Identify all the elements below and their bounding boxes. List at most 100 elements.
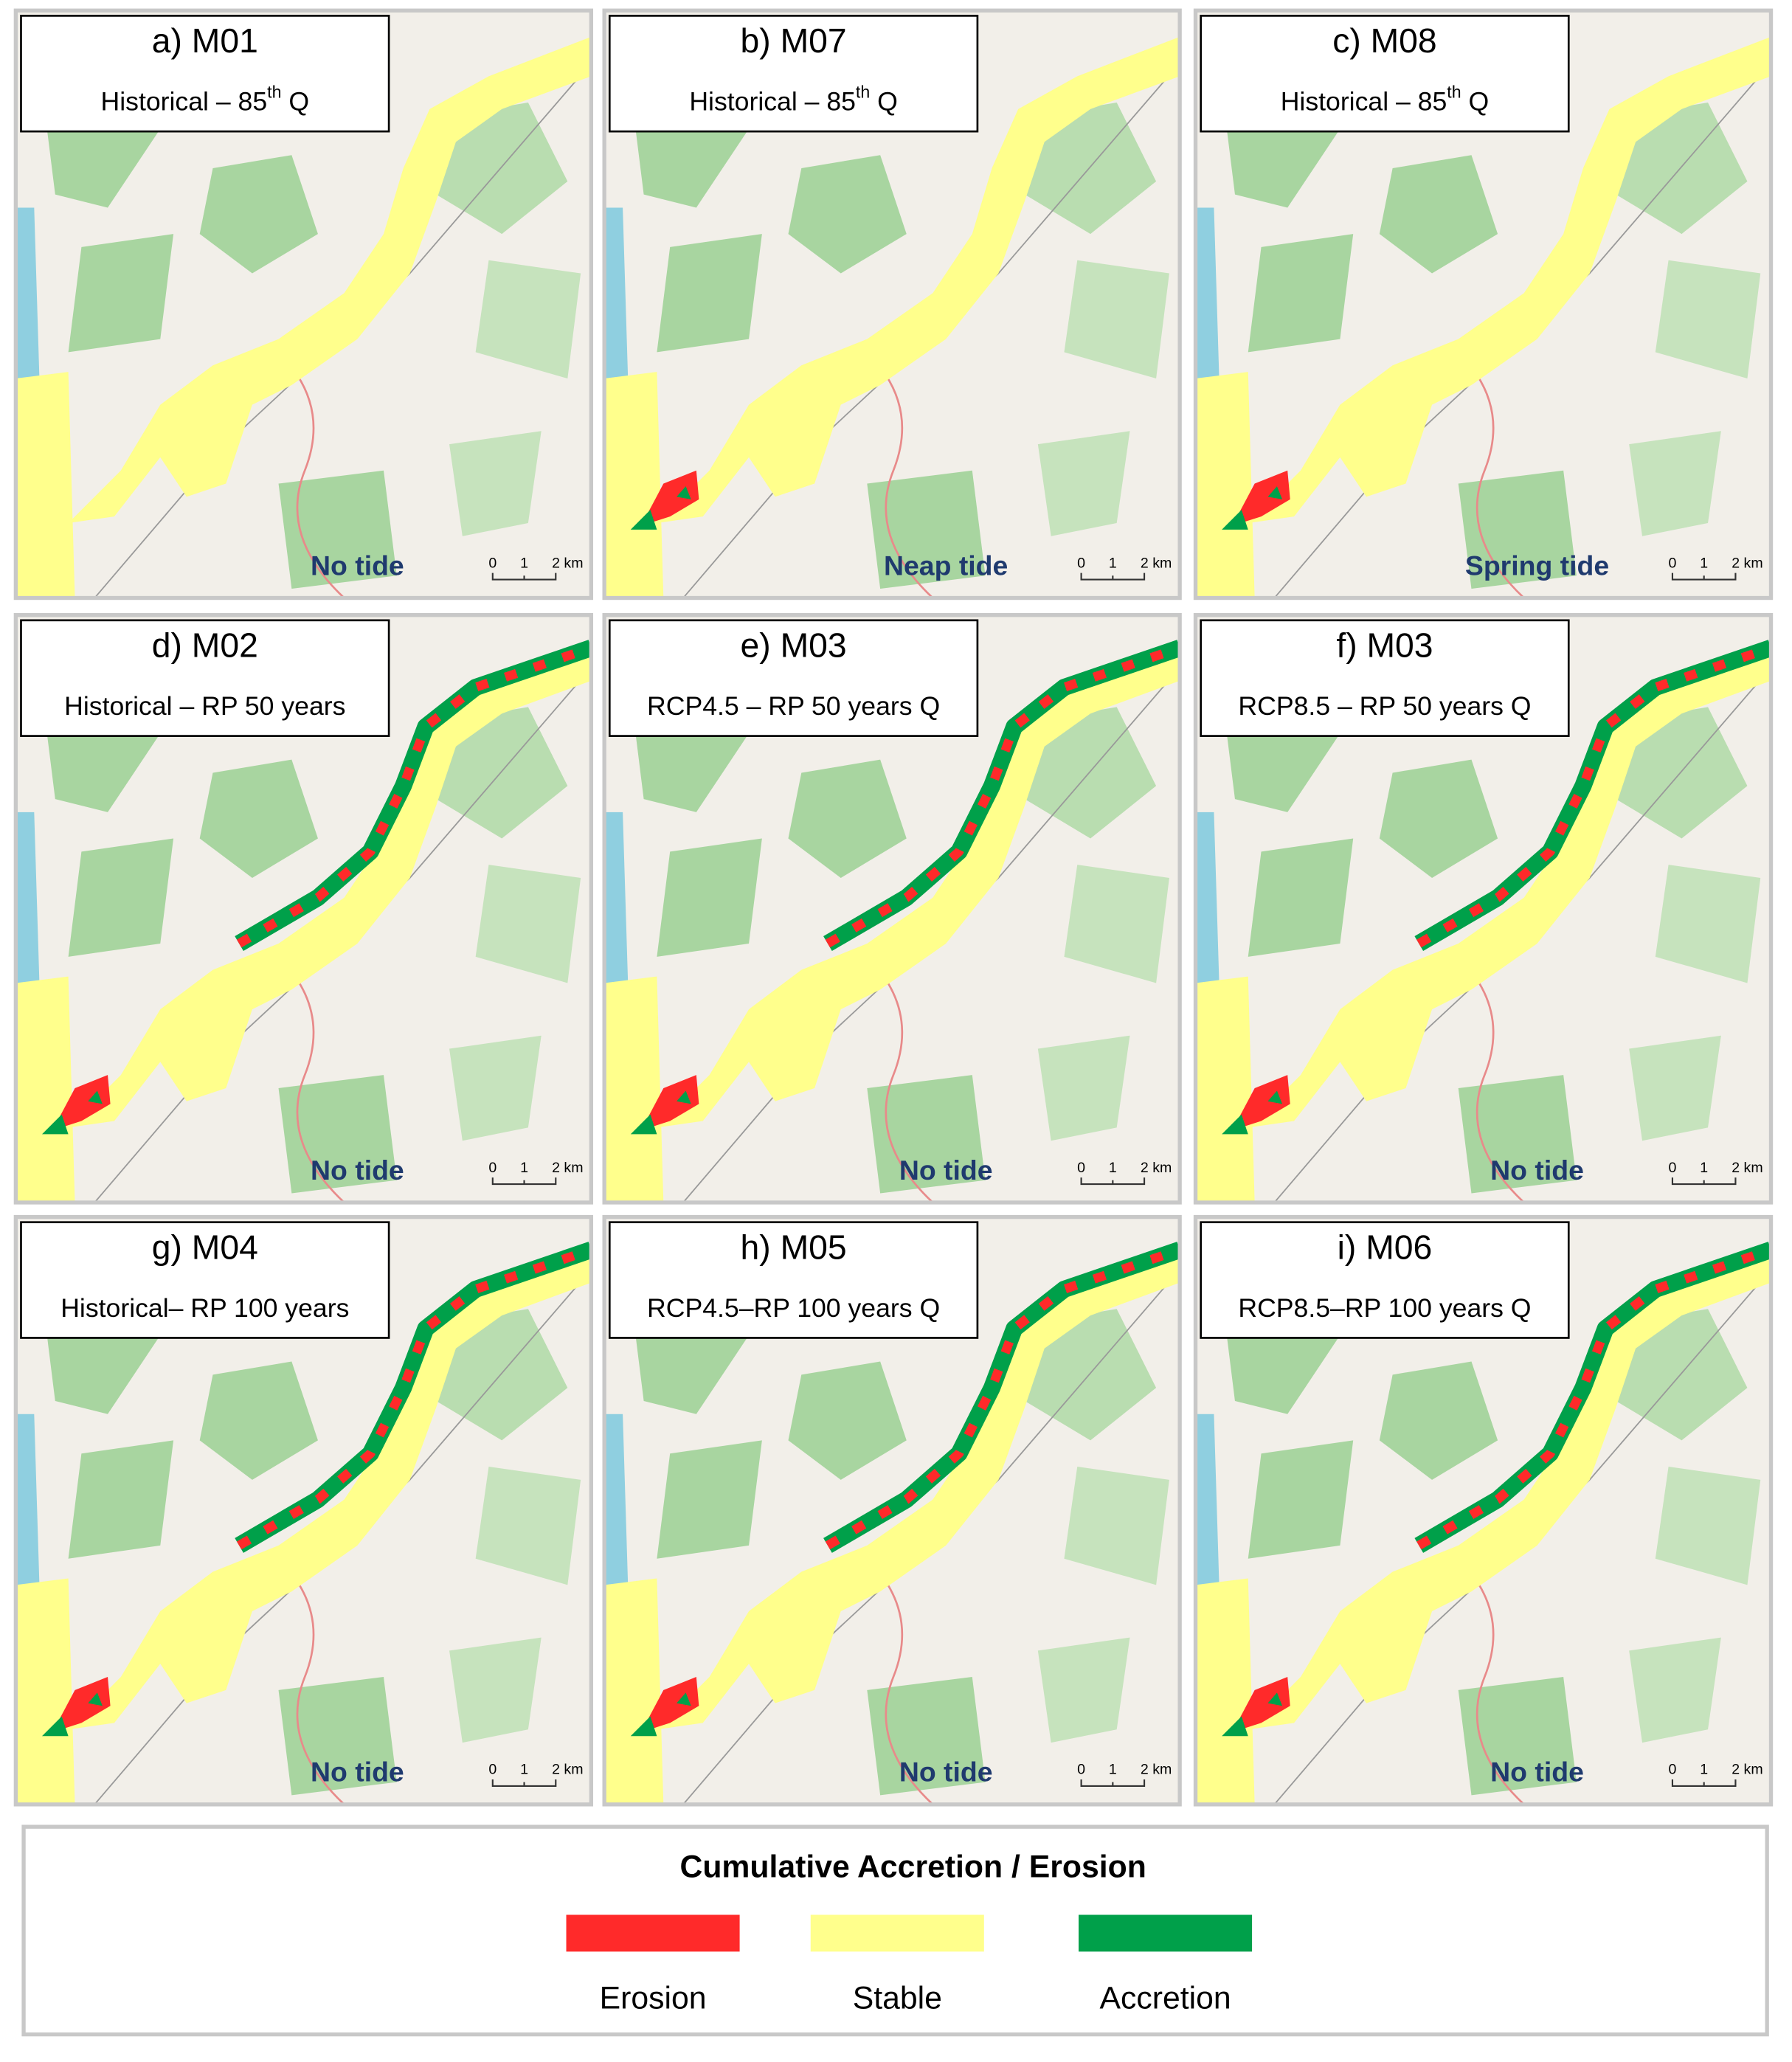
subtitle-text: RCP4.5–RP 100 years Q bbox=[647, 1293, 940, 1323]
panel-border bbox=[13, 1214, 594, 1807]
scale-label: 2 km bbox=[552, 555, 583, 571]
legend-swatch bbox=[810, 1914, 984, 1952]
scale-label: 0 bbox=[1669, 1762, 1677, 1778]
scale-bar bbox=[1671, 572, 1737, 581]
tide-label: No tide bbox=[1490, 1757, 1584, 1788]
panel-subtitle: RCP8.5–RP 100 years Q bbox=[1238, 1293, 1531, 1323]
legend-label: Accretion bbox=[1100, 1981, 1231, 2016]
subtitle-text: Historical – 85 bbox=[1281, 87, 1447, 117]
panel-border bbox=[602, 8, 1182, 601]
scale-label: 0 bbox=[1077, 555, 1085, 571]
scale-label: 1 bbox=[1700, 1160, 1708, 1176]
tide-label: No tide bbox=[899, 1757, 993, 1788]
map-panel: b) M07 Historical – 85th Q Neap tide 0 1 2 km bbox=[602, 8, 1182, 601]
map-panel: c) M08 Historical – 85th Q Spring tide 0 1 2 … bbox=[1193, 8, 1774, 601]
legend-title: Cumulative Accretion / Erosion bbox=[679, 1849, 1146, 1884]
panel-border bbox=[13, 613, 594, 1205]
legend-label: Erosion bbox=[600, 1981, 707, 2016]
panel-label: d) M02 bbox=[152, 626, 258, 664]
legend-swatch bbox=[566, 1914, 740, 1952]
panel-border bbox=[13, 8, 594, 601]
panel-subtitle: Historical – 85th Q bbox=[1281, 83, 1489, 117]
scale-label: 0 bbox=[1669, 1160, 1677, 1176]
map-panel: d) M02 Historical – RP 50 years No tide 0 1 2… bbox=[13, 613, 594, 1205]
scale-label: 1 bbox=[520, 1762, 528, 1778]
subtitle-text: RCP8.5–RP 100 years Q bbox=[1238, 1293, 1531, 1323]
legend-swatch bbox=[1079, 1914, 1253, 1952]
panel-subtitle: RCP8.5 – RP 50 years Q bbox=[1238, 692, 1531, 722]
subtitle-after: Q bbox=[870, 87, 898, 117]
scale-bar bbox=[1080, 1779, 1146, 1787]
panel-subtitle: Historical – 85th Q bbox=[101, 83, 309, 117]
panel-border bbox=[602, 1214, 1182, 1807]
subtitle-sup: th bbox=[267, 83, 281, 102]
scale-label: 2 km bbox=[1732, 555, 1762, 571]
scale-label: 2 km bbox=[1141, 555, 1172, 571]
tide-label: Neap tide bbox=[884, 550, 1008, 581]
panel-label: g) M04 bbox=[152, 1228, 258, 1266]
tide-label: No tide bbox=[311, 550, 404, 581]
scale-label: 2 km bbox=[552, 1762, 583, 1778]
scale-bar bbox=[491, 572, 557, 581]
scale-bar bbox=[1080, 572, 1146, 581]
scale-label: 0 bbox=[1077, 1160, 1085, 1176]
panel-border bbox=[1193, 613, 1774, 1205]
tide-label: No tide bbox=[311, 1757, 404, 1788]
title-box bbox=[608, 15, 979, 133]
scale-bar bbox=[1671, 1177, 1737, 1186]
subtitle-sup: th bbox=[1447, 83, 1461, 102]
subtitle-after: Q bbox=[281, 87, 309, 117]
tide-label: No tide bbox=[1490, 1155, 1584, 1186]
tide-label: No tide bbox=[899, 1155, 993, 1186]
scale-label: 2 km bbox=[1141, 1762, 1172, 1778]
scale-label: 2 km bbox=[1732, 1160, 1762, 1176]
scale-label: 0 bbox=[488, 555, 497, 571]
panel-label: f) M03 bbox=[1336, 626, 1433, 664]
subtitle-text: RCP4.5 – RP 50 years Q bbox=[647, 692, 940, 722]
panel-border bbox=[1193, 8, 1774, 601]
scale-label: 1 bbox=[1700, 555, 1708, 571]
panel-label: e) M03 bbox=[741, 626, 847, 664]
panel-label: a) M01 bbox=[152, 21, 258, 60]
map-panel: i) M06 RCP8.5–RP 100 years Q No tide 0 1 2 km bbox=[1193, 1214, 1774, 1807]
scale-bar bbox=[1080, 1177, 1146, 1186]
scale-label: 0 bbox=[488, 1160, 497, 1176]
subtitle-text: Historical – RP 50 years bbox=[64, 692, 345, 722]
map-panel: f) M03 RCP8.5 – RP 50 years Q No tide 0 1 2 k… bbox=[1193, 613, 1774, 1205]
subtitle-text: Historical– RP 100 years bbox=[60, 1293, 349, 1323]
title-box bbox=[20, 619, 390, 737]
map-panel: e) M03 RCP4.5 – RP 50 years Q No tide 0 1 2 k… bbox=[602, 613, 1182, 1205]
tide-label: No tide bbox=[311, 1155, 404, 1186]
title-box bbox=[1200, 15, 1570, 133]
subtitle-after: Q bbox=[1461, 87, 1490, 117]
panel-label: c) M08 bbox=[1332, 21, 1436, 60]
title-box bbox=[1200, 619, 1570, 737]
scale-label: 2 km bbox=[552, 1160, 583, 1176]
scale-label: 0 bbox=[1669, 555, 1677, 571]
title-box bbox=[20, 1221, 390, 1339]
tide-label: Spring tide bbox=[1465, 550, 1609, 581]
panel-subtitle: Historical – RP 50 years bbox=[64, 692, 345, 722]
scale-label: 1 bbox=[520, 555, 528, 571]
panel-subtitle: RCP4.5–RP 100 years Q bbox=[647, 1293, 940, 1323]
subtitle-sup: th bbox=[856, 83, 870, 102]
panel-label: b) M07 bbox=[741, 21, 847, 60]
subtitle-text: Historical – 85 bbox=[101, 87, 268, 117]
scale-bar bbox=[491, 1177, 557, 1186]
panel-label: i) M06 bbox=[1338, 1228, 1433, 1266]
title-box bbox=[608, 1221, 979, 1339]
panel-border bbox=[602, 613, 1182, 1205]
legend: Cumulative Accretion / Erosion Erosion Sta… bbox=[21, 1824, 1769, 2037]
map-panel: a) M01 Historical – 85th Q No tide 0 1 2 km bbox=[13, 8, 594, 601]
scale-label: 2 km bbox=[1732, 1762, 1762, 1778]
legend-label: Stable bbox=[853, 1981, 942, 2016]
scale-label: 1 bbox=[1109, 1762, 1117, 1778]
map-panel: h) M05 RCP4.5–RP 100 years Q No tide 0 1 2 km bbox=[602, 1214, 1182, 1807]
panel-label: h) M05 bbox=[741, 1228, 847, 1266]
panel-border bbox=[1193, 1214, 1774, 1807]
panel-subtitle: Historical – 85th Q bbox=[689, 83, 897, 117]
panel-subtitle: RCP4.5 – RP 50 years Q bbox=[647, 692, 940, 722]
scale-label: 1 bbox=[1109, 555, 1117, 571]
